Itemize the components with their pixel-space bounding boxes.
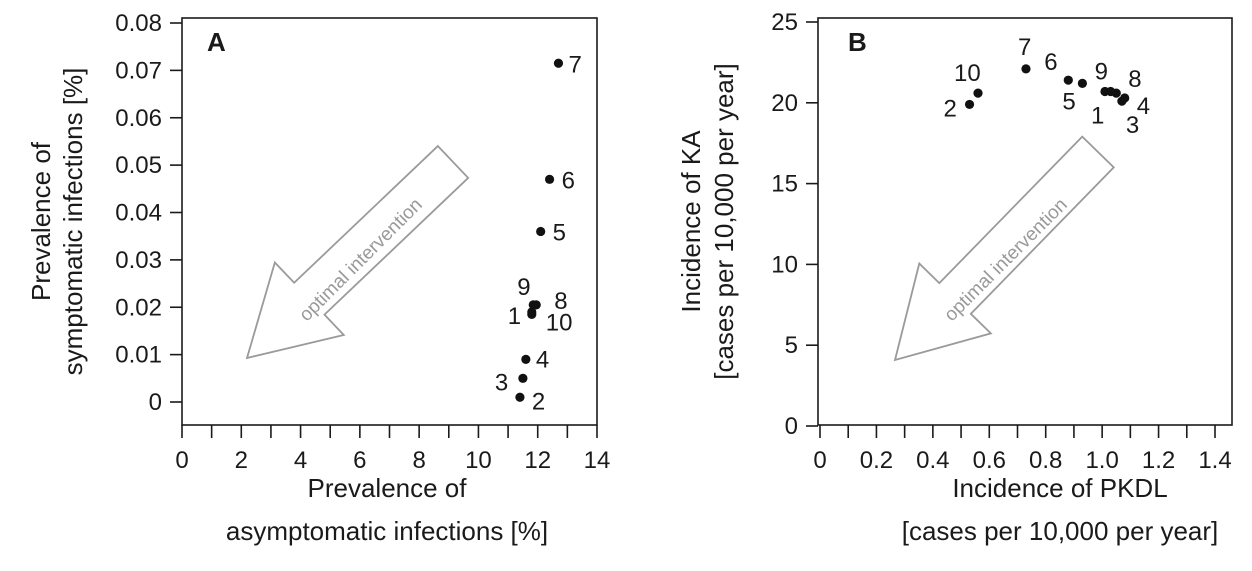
x-axis-title: Prevalence of <box>308 473 468 503</box>
y-tick-label: 0.06 <box>115 105 162 132</box>
point-label: 3 <box>1126 112 1139 139</box>
y-tick-label: 0.07 <box>115 57 162 84</box>
panel-letter: B <box>848 27 867 57</box>
x-tick-label: 6 <box>353 447 366 474</box>
x-tick-label: 0.8 <box>1029 447 1062 474</box>
data-point <box>515 392 525 402</box>
data-point <box>1106 86 1116 97</box>
y-tick-label: 25 <box>771 9 798 36</box>
x-tick-label: 0.4 <box>916 447 949 474</box>
data-point <box>521 354 531 364</box>
x-tick-label: 0.6 <box>973 447 1006 474</box>
point-label: 3 <box>495 369 508 396</box>
y-axis-title: symptomatic infections [%] <box>58 68 88 376</box>
y-tick-label: 0 <box>149 389 162 416</box>
data-point <box>544 174 555 184</box>
x-tick-label: 4 <box>294 447 307 474</box>
point-label: 9 <box>1095 58 1108 85</box>
y-axis-title: Prevalence of <box>26 141 56 301</box>
point-label: 6 <box>562 167 575 194</box>
y-tick-label: 0.01 <box>115 342 162 369</box>
x-tick-label: 2 <box>235 447 248 474</box>
point-label: 4 <box>1137 93 1150 120</box>
x-tick-label: 0.2 <box>860 447 893 474</box>
data-point <box>1063 75 1073 85</box>
y-tick-label: 15 <box>771 171 798 198</box>
y-tick-label: 0.02 <box>115 294 162 321</box>
x-tick-label: 1.0 <box>1085 447 1118 474</box>
arrow-icon <box>245 144 470 360</box>
x-tick-label: 10 <box>465 447 492 474</box>
x-axis-title: Incidence of PKDL <box>952 473 1167 503</box>
x-axis-title: asymptomatic infections [%] <box>226 516 548 546</box>
point-label: 4 <box>536 346 549 373</box>
point-label: 10 <box>954 60 981 87</box>
y-tick-label: 0 <box>785 413 798 440</box>
point-label: 8 <box>554 288 567 315</box>
point-label: 10 <box>546 309 573 336</box>
point-label: 8 <box>1128 66 1141 93</box>
point-label: 6 <box>1044 49 1057 76</box>
data-point <box>536 226 546 237</box>
data-point <box>1077 78 1087 89</box>
y-tick-label: 20 <box>771 90 798 117</box>
y-tick-label: 10 <box>771 251 798 278</box>
point-label: 1 <box>508 303 521 330</box>
y-tick-label: 0.03 <box>115 247 162 274</box>
annotation-label: optimal intervention <box>295 194 426 325</box>
data-point <box>528 300 538 310</box>
x-tick-label: 0 <box>175 447 188 474</box>
point-label: 9 <box>517 274 530 301</box>
data-point <box>518 373 528 383</box>
x-axis-title: [cases per 10,000 per year] <box>902 516 1219 546</box>
x-tick-label: 0 <box>813 447 826 474</box>
panel-letter: A <box>207 27 226 57</box>
point-label: 2 <box>944 95 957 122</box>
x-tick-label: 8 <box>412 447 425 474</box>
point-label: 7 <box>568 51 581 78</box>
data-point <box>1120 93 1130 103</box>
x-tick-label: 1.2 <box>1142 447 1175 474</box>
y-axis-title: [cases per 10,000 per year] <box>709 63 739 380</box>
point-label: 1 <box>1091 102 1104 129</box>
point-label: 5 <box>1062 88 1075 115</box>
data-point <box>973 88 983 98</box>
data-point <box>553 58 564 68</box>
point-label: 5 <box>553 219 566 246</box>
arrow-icon <box>893 135 1116 362</box>
y-tick-label: 5 <box>785 332 798 359</box>
chart-panel-a: A00.010.020.030.040.050.060.070.080 2 4 6 8 1… <box>26 10 610 546</box>
data-point <box>527 309 537 319</box>
y-tick-label: 0.04 <box>115 200 162 227</box>
y-tick-label: 0.08 <box>115 10 162 37</box>
y-tick-label: 0.05 <box>115 152 162 179</box>
data-point <box>1021 64 1031 74</box>
y-axis-title: Incidence of KA <box>676 130 706 313</box>
x-tick-label: 14 <box>584 447 611 474</box>
x-tick-label: 1.4 <box>1198 447 1231 474</box>
point-label: 2 <box>532 388 545 415</box>
point-label: 7 <box>1018 34 1031 61</box>
data-point <box>964 99 975 110</box>
x-tick-label: 12 <box>524 447 551 474</box>
plot-frame <box>817 17 1233 426</box>
